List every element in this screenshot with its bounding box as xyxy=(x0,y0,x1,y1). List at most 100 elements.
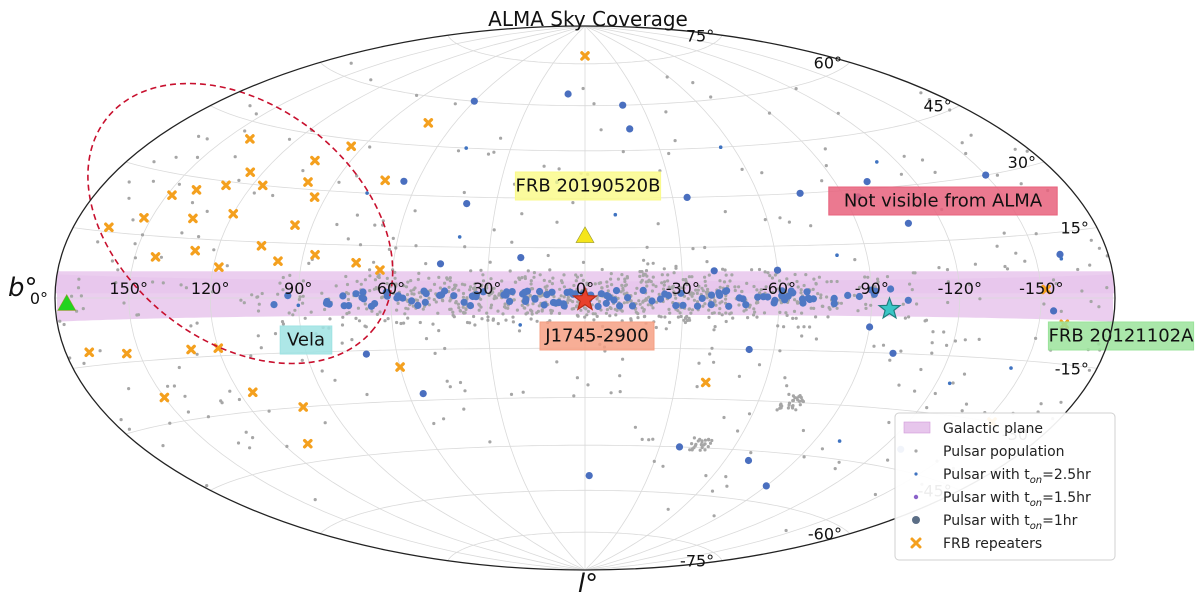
pulsar-population-point xyxy=(506,306,510,310)
pulsar-population-point xyxy=(651,261,655,265)
pulsar-population-point xyxy=(721,287,730,295)
pulsar-population-point xyxy=(693,444,697,448)
pulsar-population-point xyxy=(600,267,604,272)
pulsar-population-point xyxy=(695,291,699,295)
pulsar-population-point xyxy=(710,346,714,350)
pulsar-population-point xyxy=(635,286,639,290)
pulsar-population-point xyxy=(1051,278,1056,282)
pulsar-population-point xyxy=(887,420,891,425)
pulsar-population-point xyxy=(745,281,749,285)
pulsar-population-point xyxy=(462,407,466,411)
svg-text:Vela: Vela xyxy=(287,330,325,351)
pulsar-population-point xyxy=(448,307,452,311)
pulsar-population-point xyxy=(755,288,759,292)
pulsar-1hr-point xyxy=(470,97,478,105)
pulsar-population-point xyxy=(381,295,385,299)
pulsar-population-point xyxy=(491,290,495,294)
pulsar-population-point xyxy=(520,276,524,280)
pulsar-population-point xyxy=(767,111,772,115)
pulsar-population-point xyxy=(256,295,260,299)
pulsar-population-point xyxy=(609,277,613,281)
pulsar-population-point xyxy=(962,372,967,376)
pulsar-population-point xyxy=(161,281,165,285)
pulsar-population-point xyxy=(1013,147,1017,151)
pulsar-population-point xyxy=(251,436,255,440)
pulsar-population-point xyxy=(243,129,247,133)
pulsar-population-point xyxy=(820,179,824,183)
pulsar-population-point xyxy=(690,448,694,452)
frb-repeater-point xyxy=(380,175,390,186)
pulsar-population-point xyxy=(177,365,181,370)
pulsar-population-point xyxy=(835,306,839,310)
pulsar-2-5hr-point xyxy=(518,323,522,327)
pulsar-population-point xyxy=(79,294,83,298)
pulsar-population-point xyxy=(708,441,713,445)
pulsar-population-point xyxy=(536,287,544,296)
pulsar-population-point xyxy=(372,287,376,291)
pulsar-population-point xyxy=(802,325,806,329)
pulsar-population-point xyxy=(337,180,341,184)
pulsar-population-point xyxy=(391,236,395,240)
pulsar-population-point xyxy=(548,268,552,272)
pulsar-population-point xyxy=(456,149,461,153)
pulsar-population-point xyxy=(640,278,644,282)
frb-repeater-point xyxy=(245,134,255,144)
pulsar-population-point xyxy=(623,284,627,288)
pulsar-population-point xyxy=(762,311,767,315)
pulsar-population-point xyxy=(872,344,876,348)
pulsar-population-point xyxy=(536,309,541,313)
pulsar-population-point xyxy=(562,273,566,277)
pulsar-population-point xyxy=(886,458,890,462)
pulsar-population-point xyxy=(973,262,978,266)
parallel-line xyxy=(447,531,723,561)
pulsar-population-point xyxy=(450,292,458,300)
frb-repeater-point xyxy=(150,252,161,262)
pulsar-population-point xyxy=(424,337,429,341)
pulsar-population-point xyxy=(301,294,305,298)
pulsar-population-point xyxy=(704,474,708,478)
pulsar-population-point xyxy=(409,289,413,293)
pulsar-population-point xyxy=(836,111,840,115)
pulsar-population-point xyxy=(287,311,291,315)
pulsar-population-point xyxy=(340,341,344,345)
pulsar-population-point xyxy=(724,319,728,324)
pulsar-population-point xyxy=(396,301,400,305)
pulsar-population-point xyxy=(778,216,782,220)
pulsar-population-point xyxy=(174,155,178,159)
pulsar-population-point xyxy=(666,273,670,277)
pulsar-population-point xyxy=(887,285,895,293)
pulsar-2-5hr-point xyxy=(718,145,723,149)
pulsar-1hr-point xyxy=(866,323,874,331)
pulsar-population-point xyxy=(517,329,522,333)
pulsar-2-5hr-point xyxy=(947,381,952,386)
pulsar-population-point xyxy=(794,87,798,91)
pulsar-population-point xyxy=(184,286,188,290)
pulsar-population-point xyxy=(752,307,756,311)
pulsar-population-point xyxy=(496,309,500,313)
pulsar-population-point xyxy=(593,312,597,316)
pulsar-population-point xyxy=(703,438,708,442)
pulsar-population-point xyxy=(307,261,311,265)
pulsar-population-point xyxy=(597,281,601,285)
pulsar-population-point xyxy=(681,278,685,282)
pulsar-population-point xyxy=(963,338,967,342)
pulsar-population-point xyxy=(501,312,505,316)
svg-text:Not visible from ALMA: Not visible from ALMA xyxy=(844,191,1043,212)
pulsar-population-point xyxy=(300,358,304,362)
pulsar-population-point xyxy=(575,313,580,317)
chart-title: ALMA Sky Coverage xyxy=(488,7,688,31)
pulsar-population-point xyxy=(687,307,692,311)
pulsar-population-point xyxy=(690,308,695,312)
pulsar-population-point xyxy=(531,295,539,303)
pulsar-population-point xyxy=(801,428,806,433)
pulsar-population-point xyxy=(189,324,193,328)
legend-entry: Pulsar with ton=1hr xyxy=(912,513,1078,532)
pulsar-population-point xyxy=(242,301,246,305)
pulsar-population-point xyxy=(457,288,461,292)
pulsar-population-point xyxy=(535,319,539,323)
pulsar-population-point xyxy=(864,306,868,310)
pulsar-population-point xyxy=(660,281,664,285)
pulsar-population-point xyxy=(436,311,440,315)
pulsar-population-point xyxy=(689,311,693,315)
pulsar-population-point xyxy=(340,323,345,327)
